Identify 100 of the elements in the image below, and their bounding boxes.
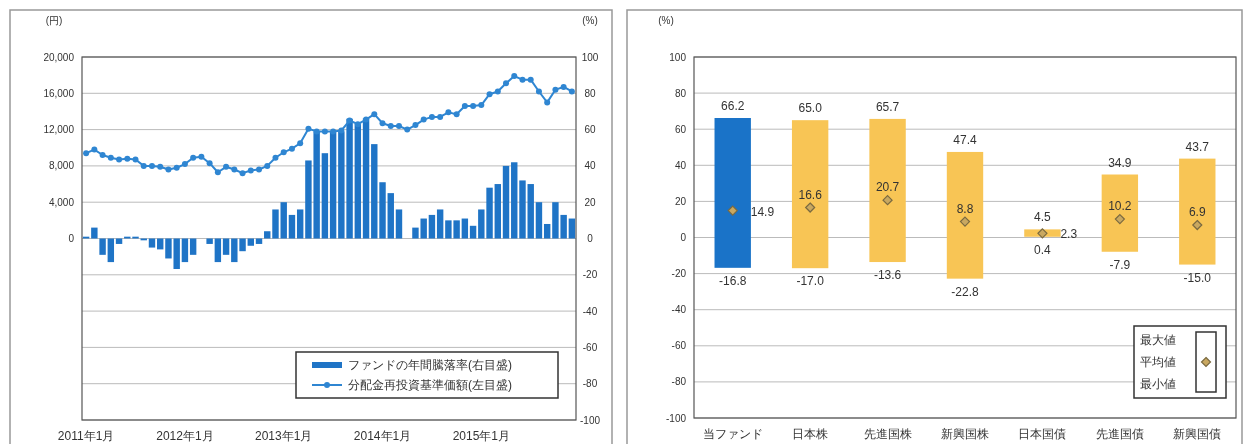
x-tick-label: 新興国債 xyxy=(1173,427,1222,441)
point xyxy=(527,76,534,83)
bar xyxy=(354,124,362,239)
point xyxy=(363,116,370,123)
point xyxy=(470,103,477,110)
y2-axis-title: (%) xyxy=(582,15,598,26)
bar xyxy=(181,238,189,263)
annotation: 0.4 xyxy=(1034,242,1052,257)
point xyxy=(404,126,411,133)
point xyxy=(494,88,501,95)
bar xyxy=(469,225,477,239)
point xyxy=(256,166,263,173)
bar xyxy=(535,202,543,239)
y2-tick-label: 20 xyxy=(584,196,596,208)
point xyxy=(107,154,114,161)
point xyxy=(568,88,575,95)
y2-tick-label: 100 xyxy=(581,51,599,63)
y2-tick-label: 80 xyxy=(584,87,596,99)
y2-tick-label: 60 xyxy=(584,124,596,136)
y-axis-title: (円) xyxy=(45,15,63,26)
annotation: 34.9 xyxy=(1108,155,1132,170)
bar xyxy=(428,214,436,239)
y2-tick-label: 0 xyxy=(587,233,594,244)
bar xyxy=(272,209,279,239)
point xyxy=(346,117,353,124)
data-label: 16.6 xyxy=(798,187,823,202)
y2-tick-label: 40 xyxy=(584,160,596,172)
point xyxy=(387,122,394,129)
annotation: 47.4 xyxy=(953,132,977,147)
point xyxy=(91,146,98,153)
annotation: -16.8 xyxy=(719,273,747,288)
point xyxy=(288,145,295,152)
data-label: 8.8 xyxy=(956,201,974,216)
bar xyxy=(379,182,386,239)
y-tick-label: -100 xyxy=(665,412,687,424)
annotation: -22.8 xyxy=(951,284,979,299)
bar xyxy=(461,218,469,239)
x-tick-label: 日本株 xyxy=(792,427,829,441)
y-tick-label: 0 xyxy=(680,232,687,243)
bar xyxy=(189,238,197,255)
point xyxy=(173,164,180,171)
y2-tick-label: -100 xyxy=(579,414,601,426)
y-tick-label: 4,000 xyxy=(48,196,75,208)
bar xyxy=(1179,158,1216,265)
point xyxy=(371,111,378,118)
point xyxy=(805,202,816,213)
data-label: 14.9 xyxy=(750,204,775,219)
annotation: 66.2 xyxy=(721,99,745,114)
legend-label: 分配金再投資基準価額(左目盛) xyxy=(348,378,512,392)
point xyxy=(272,154,279,161)
annotation: 最小値 xyxy=(1140,377,1176,391)
y-tick-label: 12,000 xyxy=(43,124,75,136)
data-label: 6.9 xyxy=(1188,205,1206,220)
x-tick-label: 2011年1月 xyxy=(57,429,115,443)
bar xyxy=(91,227,98,239)
point xyxy=(264,162,271,169)
bar xyxy=(222,238,230,255)
point xyxy=(412,122,419,129)
bar xyxy=(107,238,115,263)
point xyxy=(354,121,361,128)
x-tick-label: 2012年1月 xyxy=(156,429,214,443)
legend-label: ファンドの年間騰落率(右目盛) xyxy=(348,358,512,372)
point xyxy=(395,122,402,129)
point xyxy=(223,163,230,170)
y-tick-label: 80 xyxy=(674,87,687,99)
y2-tick-label: -40 xyxy=(582,305,598,317)
point xyxy=(478,102,485,109)
point xyxy=(247,167,254,174)
point xyxy=(511,73,518,80)
legend-label: 平均値 xyxy=(1140,355,1176,369)
y-tick-label: -80 xyxy=(671,376,687,388)
bar xyxy=(371,144,378,239)
y-tick-label: -60 xyxy=(671,340,687,352)
point xyxy=(157,163,164,170)
point xyxy=(727,205,738,216)
bar xyxy=(280,202,287,239)
bar xyxy=(387,193,394,239)
bar xyxy=(519,180,526,239)
y-tick-label: 0 xyxy=(68,233,75,244)
point xyxy=(116,156,123,163)
y2-tick-label: -20 xyxy=(582,269,598,281)
data-label: 10.2 xyxy=(1108,199,1132,214)
bar xyxy=(329,131,337,239)
annotation: -15.0 xyxy=(1183,270,1212,285)
point xyxy=(305,125,312,132)
bar xyxy=(1101,174,1139,252)
point xyxy=(437,113,444,120)
annotation: -13.6 xyxy=(873,268,902,283)
point xyxy=(1037,228,1048,239)
point xyxy=(198,153,205,160)
y-tick-label: 8,000 xyxy=(48,160,75,172)
bar xyxy=(264,231,271,239)
annotation: -17.0 xyxy=(796,274,825,289)
point xyxy=(461,103,468,110)
bar xyxy=(214,238,222,263)
annotation: 65.7 xyxy=(875,99,900,114)
y2-tick-label: -80 xyxy=(582,378,598,390)
point xyxy=(544,99,551,106)
bar xyxy=(321,153,329,239)
bar xyxy=(527,184,534,239)
